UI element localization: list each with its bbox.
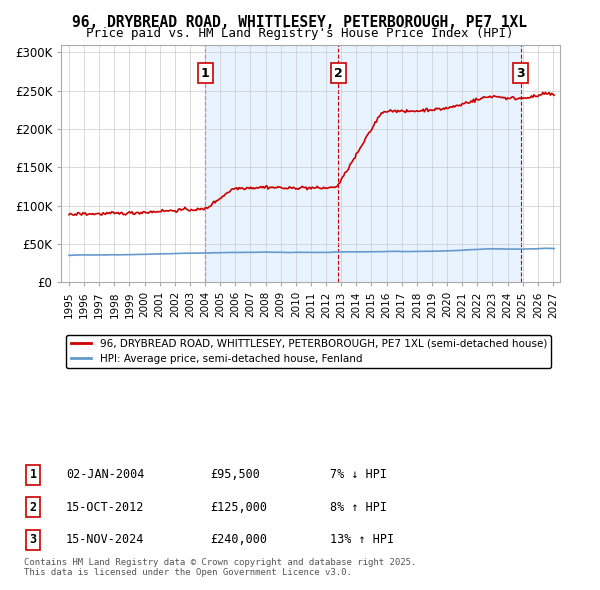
Text: £125,000: £125,000 [210,501,267,514]
Text: 15-OCT-2012: 15-OCT-2012 [66,501,145,514]
Text: 7% ↓ HPI: 7% ↓ HPI [330,468,387,481]
Text: 3: 3 [29,533,37,546]
Text: £95,500: £95,500 [210,468,260,481]
Text: 15-NOV-2024: 15-NOV-2024 [66,533,145,546]
Text: 8% ↑ HPI: 8% ↑ HPI [330,501,387,514]
Text: 13% ↑ HPI: 13% ↑ HPI [330,533,394,546]
Text: 2: 2 [334,67,343,80]
Text: £240,000: £240,000 [210,533,267,546]
Text: 96, DRYBREAD ROAD, WHITTLESEY, PETERBOROUGH, PE7 1XL: 96, DRYBREAD ROAD, WHITTLESEY, PETERBORO… [73,15,527,30]
Legend: 96, DRYBREAD ROAD, WHITTLESEY, PETERBOROUGH, PE7 1XL (semi-detached house), HPI:: 96, DRYBREAD ROAD, WHITTLESEY, PETERBORO… [67,335,551,368]
Text: Price paid vs. HM Land Registry's House Price Index (HPI): Price paid vs. HM Land Registry's House … [86,27,514,40]
Text: Contains HM Land Registry data © Crown copyright and database right 2025.
This d: Contains HM Land Registry data © Crown c… [24,558,416,577]
Text: 3: 3 [517,67,525,80]
Text: 2: 2 [29,501,37,514]
Text: 1: 1 [201,67,209,80]
Bar [205,44,521,282]
Text: 02-JAN-2004: 02-JAN-2004 [66,468,145,481]
Text: 1: 1 [29,468,37,481]
